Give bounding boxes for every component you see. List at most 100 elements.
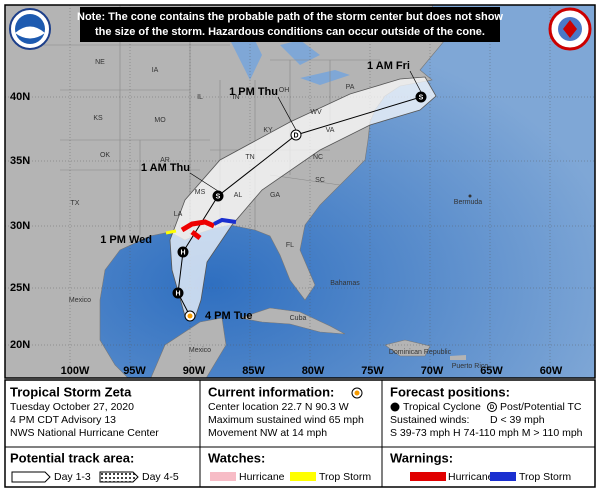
storm-line: NWS National Hurricane Center: [10, 427, 159, 439]
forecast-legend: Post/Potential TC: [500, 401, 582, 413]
track-symbol: H: [175, 290, 180, 297]
winds-line: S 39-73 mph H 74-110 mph M > 110 mph: [390, 427, 583, 439]
place-label: Bahamas: [330, 280, 360, 287]
watch-item: Hurricane: [239, 471, 285, 483]
longitude-label: 80W: [302, 365, 325, 377]
nws-logo: [548, 7, 592, 51]
place-label: TN: [245, 154, 254, 161]
tropical-storm-watch: [165, 229, 177, 235]
label-leader: [189, 172, 219, 192]
longitude-label: 70W: [421, 365, 444, 377]
track-area-item: Day 1-3: [54, 471, 91, 483]
place-label: SC: [315, 177, 325, 184]
track-marker: [172, 287, 184, 299]
longitude-label: 65W: [480, 365, 503, 377]
info-panel: Tropical Storm Zeta Tuesday October 27, …: [4, 379, 596, 488]
place-label: MO: [154, 117, 166, 124]
puerto-rico: [450, 355, 466, 360]
place-label: Mexico: [189, 347, 211, 354]
panel-frame: [4, 379, 596, 488]
forecast-legend: Tropical Cyclone: [403, 401, 481, 413]
place-label: Cuba: [290, 315, 307, 322]
latitude-label: 25N: [10, 282, 30, 294]
latitude-label: 35N: [10, 155, 30, 167]
winds-label: Sustained winds:: [390, 414, 469, 426]
watches-title: Watches:: [208, 450, 265, 465]
place-label: Mexico: [69, 297, 91, 304]
track-symbol: S: [216, 193, 221, 200]
note-line: the size of the storm. Hazardous conditi…: [95, 26, 485, 38]
track-symbol: H: [180, 249, 185, 256]
place-label: PA: [346, 84, 355, 91]
track-area-item: Day 4-5: [142, 471, 179, 483]
current-line: Movement NW at 14 mph: [208, 427, 327, 439]
winds-d: D < 39 mph: [490, 414, 545, 426]
note-box: [80, 7, 500, 42]
current-position-dot: [187, 313, 193, 319]
longitude-label: 95W: [123, 365, 146, 377]
cyclone-icon: [390, 402, 400, 412]
place-label: IN: [233, 94, 240, 101]
place-label: OH: [279, 87, 290, 94]
longitude-label: 60W: [540, 365, 563, 377]
current-icon-dot: [354, 390, 360, 396]
place-label: KY: [263, 127, 273, 134]
place-label: AL: [234, 192, 243, 199]
warning-item: Hurricane: [448, 471, 494, 483]
hurricane-watch-swatch: [210, 472, 236, 481]
track-marker: [177, 246, 189, 258]
hurricane-warning-swatch: [410, 472, 446, 481]
time-label: 1 PM Thu: [229, 86, 278, 98]
ts-watch-swatch: [290, 472, 316, 481]
label-leader: [277, 96, 297, 131]
warnings-title: Warnings:: [390, 450, 453, 465]
place-label: IA: [152, 67, 159, 74]
bermuda-dot: [468, 194, 472, 198]
post-tc-symbol: D: [490, 405, 495, 411]
storm-line: Tuesday October 27, 2020: [10, 401, 134, 413]
latitude-label: 20N: [10, 339, 30, 351]
place-label: WV: [310, 109, 322, 116]
map: 40N 35N 30N 25N 20N 100W 95W 90W 85W 80W 75W 70W 65W…: [5, 5, 595, 378]
place-label: GA: [270, 192, 280, 199]
longitude-label: 75W: [361, 365, 384, 377]
place-label: Bermuda: [454, 199, 483, 206]
current-line: Center location 22.7 N 90.3 W: [208, 401, 349, 413]
place-label: LA: [174, 211, 183, 218]
latitude-label: 30N: [10, 220, 30, 232]
track-symbol: D: [293, 132, 298, 139]
place-label: KS: [93, 115, 103, 122]
time-label: 1 AM Thu: [141, 162, 190, 174]
place-label: Dominican Republic: [389, 349, 452, 356]
noaa-logo: [9, 8, 51, 50]
place-label: NE: [95, 59, 105, 66]
place-label: OK: [100, 152, 110, 159]
time-label: 1 PM Wed: [100, 234, 152, 246]
place-label: FL: [286, 242, 294, 249]
place-label: NC: [313, 154, 323, 161]
place-label: MS: [195, 189, 206, 196]
place-label: AR: [160, 157, 170, 164]
track-symbol: S: [419, 94, 424, 101]
longitude-label: 100W: [61, 365, 90, 377]
place-label: Puerto Rico: [452, 363, 489, 370]
map-frame: [4, 4, 596, 379]
ts-warning-swatch: [490, 472, 516, 481]
watch-item: Trop Storm: [319, 471, 371, 483]
place-label: TX: [71, 200, 80, 207]
place-label: IL: [197, 94, 203, 101]
tropical-storm-warning: [213, 217, 237, 226]
day13-swatch: [11, 471, 51, 483]
longitude-label: 85W: [242, 365, 265, 377]
current-line: Maximum sustained wind 65 mph: [208, 414, 364, 426]
track-area-title: Potential track area:: [10, 450, 134, 465]
label-leader: [409, 70, 422, 93]
hispaniola: [384, 339, 431, 357]
storm-title: Tropical Storm Zeta: [10, 384, 132, 399]
note-line: Note: The cone contains the probable pat…: [77, 11, 503, 23]
hurricane-warning: [180, 219, 216, 240]
warning-item: Trop Storm: [519, 471, 571, 483]
time-label: 1 AM Fri: [367, 60, 410, 72]
longitude-label: 90W: [183, 365, 206, 377]
post-tc-icon: [487, 402, 497, 412]
